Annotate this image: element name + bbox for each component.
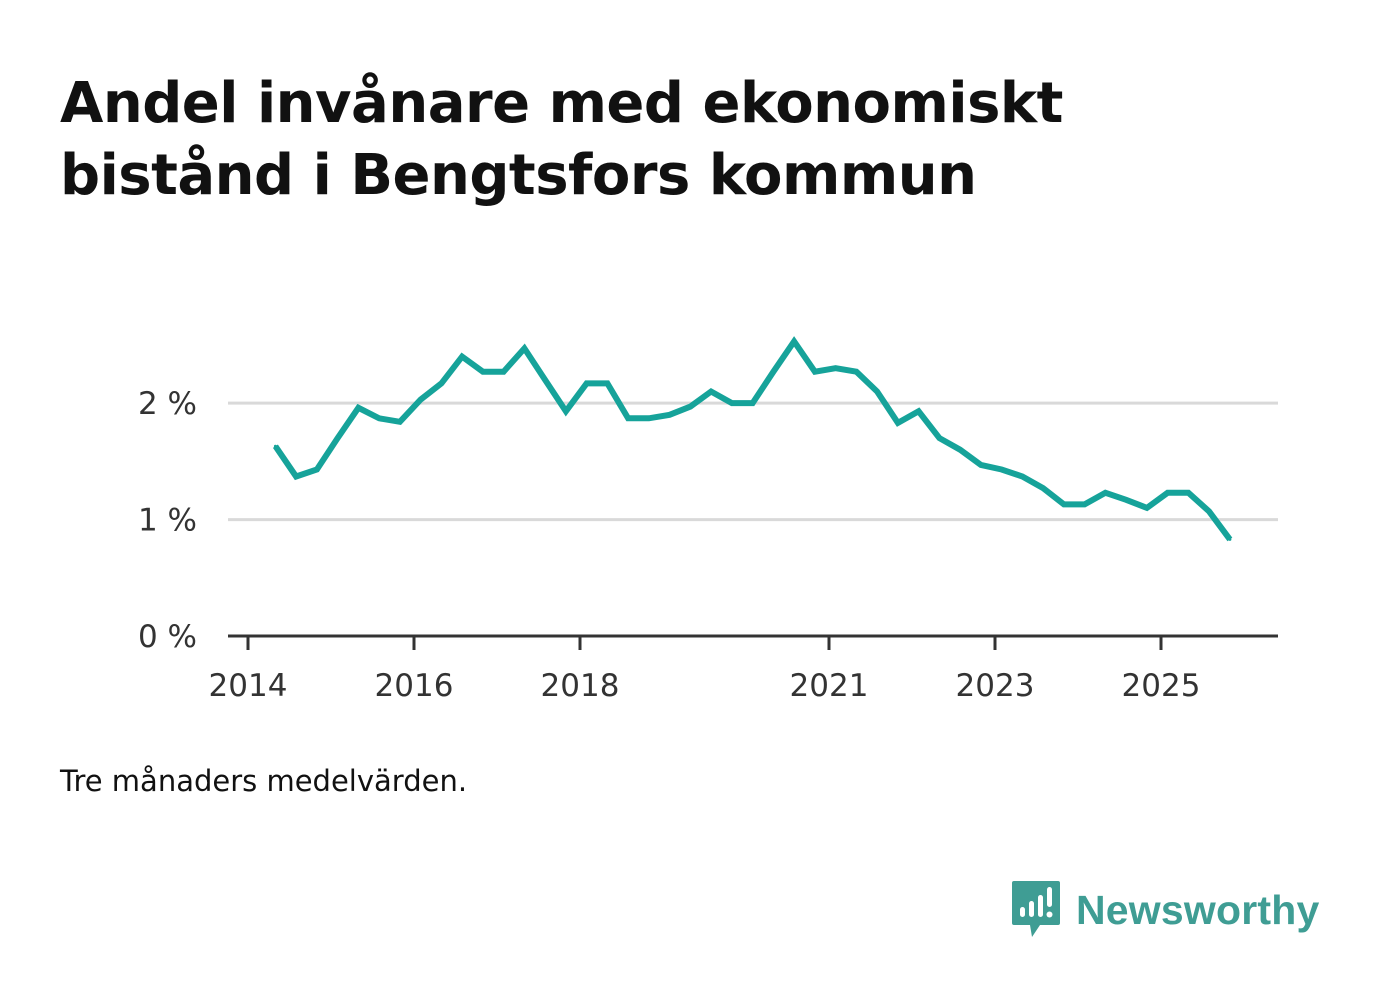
- y-tick-label: 2 %: [138, 386, 197, 422]
- data-point: [419, 398, 423, 402]
- data-point: [377, 416, 381, 420]
- brand-logo[interactable]: Newsworthy: [1010, 878, 1320, 942]
- series: [272, 336, 1233, 542]
- data-point: [792, 339, 796, 343]
- data-point: [356, 406, 360, 410]
- data-point: [502, 370, 506, 374]
- data-point: [1041, 486, 1045, 490]
- newsworthy-logo-icon: [1012, 881, 1060, 937]
- data-point: [1186, 491, 1190, 495]
- data-point: [1083, 502, 1087, 506]
- y-tick-label: 0 %: [138, 619, 197, 655]
- data-point: [917, 409, 921, 413]
- data-point: [813, 370, 817, 374]
- data-point: [709, 390, 713, 393]
- data-point: [979, 463, 983, 467]
- data-point: [626, 416, 630, 420]
- data-point: [751, 401, 755, 405]
- data-point: [1145, 506, 1149, 510]
- data-point: [398, 420, 402, 424]
- x-tick-label: 2025: [1122, 668, 1201, 704]
- x-tick-label: 2023: [956, 668, 1035, 704]
- data-point: [605, 381, 609, 385]
- data-point: [1020, 475, 1024, 478]
- data-point: [1103, 491, 1107, 495]
- data-point: [564, 409, 568, 413]
- x-axis-labels: 2014 2016 2018 2021 2023 2025: [209, 668, 1201, 704]
- data-point: [854, 370, 858, 374]
- data-point: [522, 346, 526, 350]
- data-point: [273, 444, 277, 448]
- series-line: [272, 336, 1233, 542]
- data-point: [647, 416, 651, 420]
- y-tick-label: 1 %: [138, 503, 197, 539]
- data-point: [315, 468, 319, 471]
- chart-title: Andel invånare med ekonomiskt bistånd i …: [60, 71, 1063, 208]
- data-point: [730, 401, 734, 405]
- data-point: [668, 413, 672, 417]
- chart-note: Tre månaders medelvärden.: [60, 764, 468, 798]
- x-tick-label: 2021: [790, 668, 869, 704]
- data-point: [460, 355, 464, 359]
- data-point: [937, 436, 941, 440]
- x-tick-label: 2014: [209, 668, 288, 704]
- brand-name: Newsworthy: [1076, 886, 1320, 933]
- x-tick-label: 2016: [375, 668, 454, 704]
- data-point: [896, 421, 900, 425]
- data-point: [439, 381, 443, 385]
- data-point: [336, 436, 340, 440]
- data-point: [1062, 502, 1066, 506]
- y-axis-labels: 0 % 1 % 2 %: [138, 386, 197, 655]
- data-point: [1166, 491, 1170, 495]
- data-point: [1207, 509, 1211, 513]
- data-point: [958, 448, 962, 452]
- data-point: [543, 378, 547, 382]
- x-tick-label: 2018: [541, 668, 620, 704]
- data-point: [771, 370, 775, 374]
- data-point: [294, 475, 298, 478]
- data-point: [585, 381, 589, 385]
- data-point: [875, 390, 879, 393]
- x-axis: [228, 634, 1278, 650]
- data-point: [1124, 498, 1128, 502]
- data-point: [481, 370, 485, 374]
- data-point: [1000, 468, 1004, 471]
- data-point: [1228, 537, 1232, 541]
- data-point: [688, 405, 692, 409]
- data-point: [834, 366, 838, 370]
